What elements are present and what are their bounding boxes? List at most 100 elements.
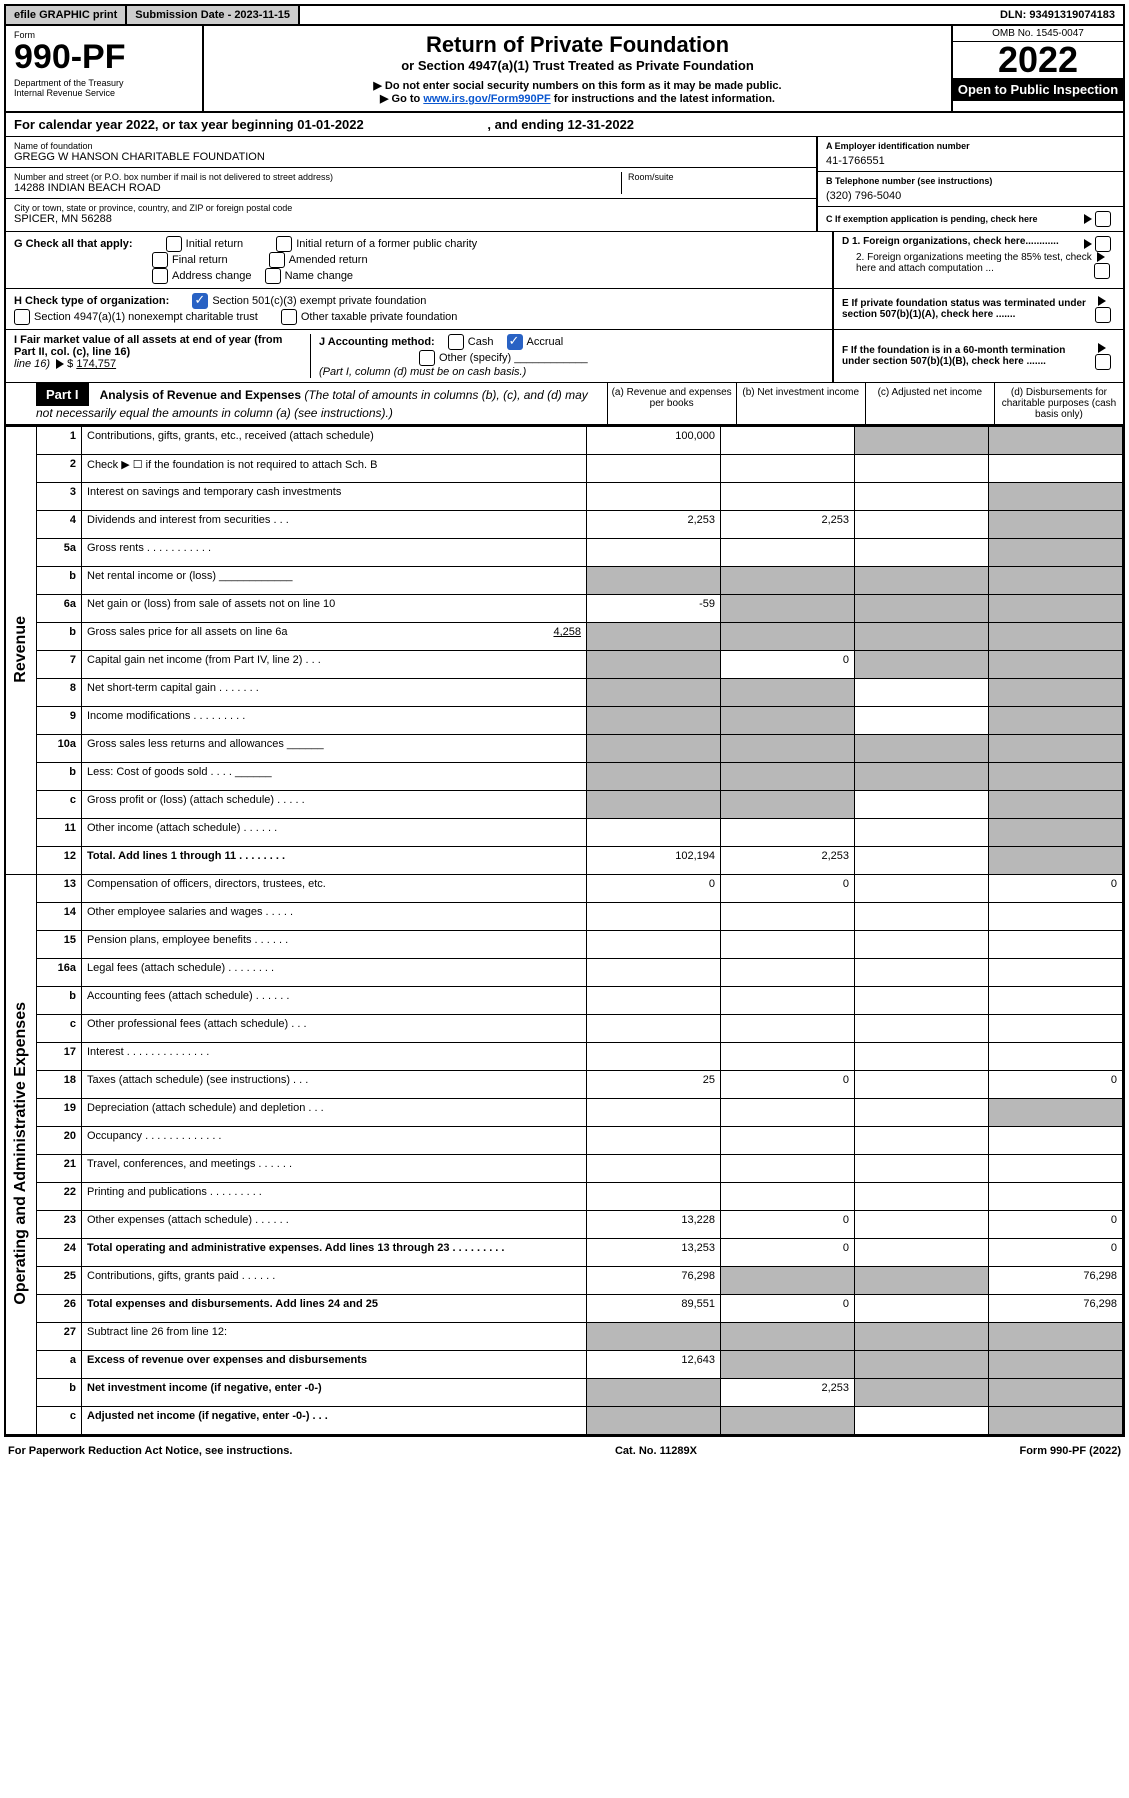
cell-b [721, 763, 855, 791]
dept: Department of the Treasury [14, 78, 194, 88]
title-box: Return of Private Foundation or Section … [204, 26, 953, 111]
line-number: b [37, 567, 82, 595]
cell-b [721, 623, 855, 651]
c-checkbox[interactable] [1095, 211, 1111, 227]
line-number: 22 [37, 1183, 82, 1211]
d1-check[interactable] [1095, 236, 1111, 252]
cell-b [721, 455, 855, 483]
cell-b [721, 707, 855, 735]
table-row: bNet rental income or (loss) ___________… [6, 567, 1123, 595]
f-check[interactable] [1095, 354, 1111, 370]
subtitle: or Section 4947(a)(1) Trust Treated as P… [212, 58, 943, 73]
cell-d: 0 [989, 1239, 1123, 1267]
cell-d: 0 [989, 875, 1123, 903]
cell-a [587, 959, 721, 987]
address: 14288 INDIAN BEACH ROAD [14, 182, 621, 194]
cell-a [587, 791, 721, 819]
cell-d [989, 483, 1123, 511]
table-row: 3Interest on savings and temporary cash … [6, 483, 1123, 511]
cell-d [989, 1155, 1123, 1183]
line-label: Capital gain net income (from Part IV, l… [82, 651, 587, 679]
line-number: 19 [37, 1099, 82, 1127]
cell-c [855, 791, 989, 819]
cell-b [721, 1267, 855, 1295]
cell-d [989, 651, 1123, 679]
line-label: Gross rents . . . . . . . . . . . [82, 539, 587, 567]
line-label: Interest . . . . . . . . . . . . . . [82, 1043, 587, 1071]
submission-date: Submission Date - 2023-11-15 [127, 6, 300, 24]
line-label: Taxes (attach schedule) (see instruction… [82, 1071, 587, 1099]
h-4947[interactable] [14, 309, 30, 325]
line-number: 3 [37, 483, 82, 511]
table-row: aExcess of revenue over expenses and dis… [6, 1351, 1123, 1379]
table-row: 4Dividends and interest from securities … [6, 511, 1123, 539]
note2: ▶ Go to www.irs.gov/Form990PF for instru… [212, 92, 943, 105]
arrow-icon [1084, 214, 1092, 224]
col-b: (b) Net investment income [736, 383, 865, 424]
g-address[interactable] [152, 268, 168, 284]
tax-year: 2022 [953, 42, 1123, 78]
cell-a [587, 651, 721, 679]
cell-b: 0 [721, 1239, 855, 1267]
cell-d [989, 567, 1123, 595]
cell-d [989, 1351, 1123, 1379]
table-row: bLess: Cost of goods sold . . . . ______ [6, 763, 1123, 791]
j-accrual[interactable] [507, 334, 523, 350]
h-501c3[interactable] [192, 293, 208, 309]
g-initial-former[interactable] [276, 236, 292, 252]
g-final[interactable] [152, 252, 168, 268]
line-label: Accounting fees (attach schedule) . . . … [82, 987, 587, 1015]
table-row: 17Interest . . . . . . . . . . . . . . [6, 1043, 1123, 1071]
line-label: Printing and publications . . . . . . . … [82, 1183, 587, 1211]
cell-b: 0 [721, 651, 855, 679]
cell-d [989, 1099, 1123, 1127]
cell-b [721, 987, 855, 1015]
line-number: b [37, 623, 82, 651]
top-bar: efile GRAPHIC print Submission Date - 20… [6, 6, 1123, 26]
g-amended[interactable] [269, 252, 285, 268]
line-label: Other expenses (attach schedule) . . . .… [82, 1211, 587, 1239]
line-label: Net short-term capital gain . . . . . . … [82, 679, 587, 707]
cell-c [855, 1099, 989, 1127]
cell-c [855, 819, 989, 847]
cell-d [989, 1183, 1123, 1211]
g-initial[interactable] [166, 236, 182, 252]
table-row: 16aLegal fees (attach schedule) . . . . … [6, 959, 1123, 987]
line-number: 11 [37, 819, 82, 847]
cell-d [989, 1127, 1123, 1155]
cell-a [587, 1183, 721, 1211]
j-cash[interactable] [448, 334, 464, 350]
line-label: Interest on savings and temporary cash i… [82, 483, 587, 511]
table-row: 12Total. Add lines 1 through 11 . . . . … [6, 847, 1123, 875]
e-check[interactable] [1095, 307, 1111, 323]
line-number: a [37, 1351, 82, 1379]
cell-a: 13,253 [587, 1239, 721, 1267]
cell-d [989, 1379, 1123, 1407]
cell-d [989, 1323, 1123, 1351]
cell-c [855, 651, 989, 679]
cell-a [587, 623, 721, 651]
line-label: Other employee salaries and wages . . . … [82, 903, 587, 931]
line-label: Gross sales less returns and allowances … [82, 735, 587, 763]
cell-a [587, 819, 721, 847]
cell-d [989, 623, 1123, 651]
irs: Internal Revenue Service [14, 88, 194, 98]
g-name[interactable] [265, 268, 281, 284]
d2-check[interactable] [1094, 263, 1110, 279]
title: Return of Private Foundation [212, 32, 943, 58]
cell-c [855, 1295, 989, 1323]
line-label: Check ▶ ☐ if the foundation is not requi… [82, 455, 587, 483]
cell-a: 102,194 [587, 847, 721, 875]
h-other[interactable] [281, 309, 297, 325]
irs-link[interactable]: www.irs.gov/Form990PF [423, 93, 550, 105]
line-number: 5a [37, 539, 82, 567]
cell-b [721, 1127, 855, 1155]
line-label: Excess of revenue over expenses and disb… [82, 1351, 587, 1379]
cell-a [587, 455, 721, 483]
line-label: Occupancy . . . . . . . . . . . . . [82, 1127, 587, 1155]
table-row: 27Subtract line 26 from line 12: [6, 1323, 1123, 1351]
table-row: 24Total operating and administrative exp… [6, 1239, 1123, 1267]
col-d: (d) Disbursements for charitable purpose… [994, 383, 1123, 424]
expenses-side-label: Operating and Administrative Expenses [12, 1002, 30, 1305]
j-other[interactable] [419, 350, 435, 366]
